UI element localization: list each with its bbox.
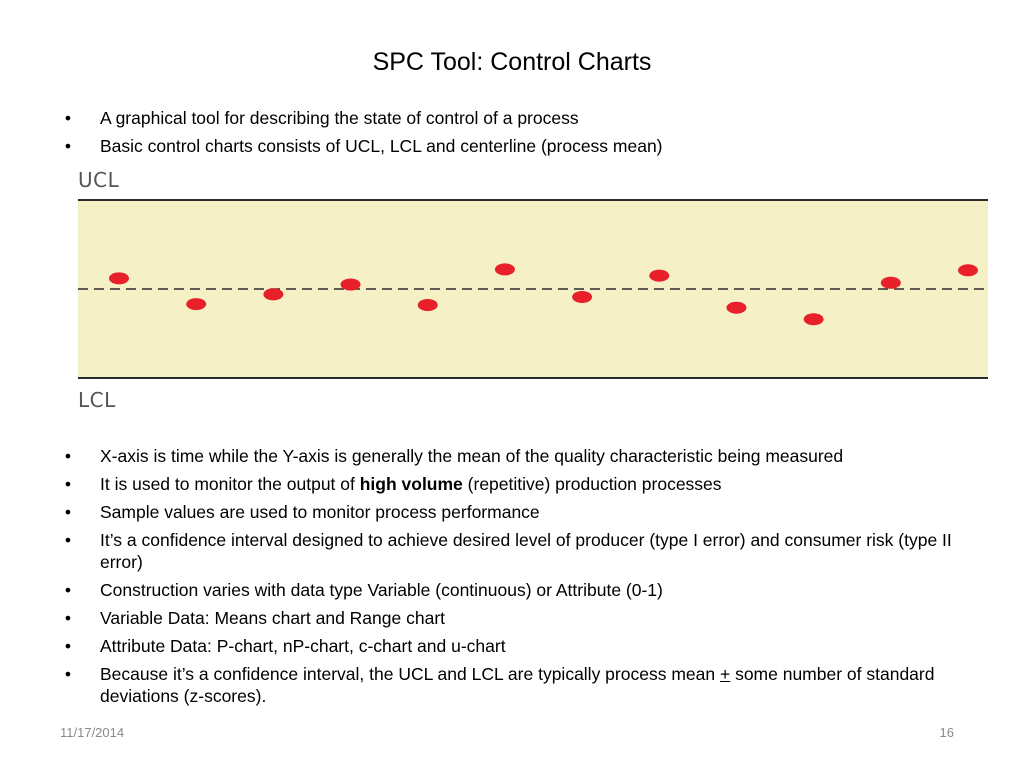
bullet-dot: • [64,636,72,656]
bullet-dot: • [64,108,72,128]
bullet-bold-text: high volume [359,474,463,494]
plus-minus-symbol: + [719,664,731,684]
bullet-dot: • [64,502,72,522]
bullet-dot: • [64,580,72,600]
bullet-dot: • [64,474,72,494]
data-point [880,276,901,289]
bullet-text-part: (repetitive) production processes [462,474,722,494]
bullet-item: • Basic control charts consists of UCL, … [58,135,968,157]
data-point [649,269,670,282]
bullet-item: • Sample values are used to monitor proc… [58,501,968,523]
data-point [726,301,747,314]
bullet-text: A graphical tool for describing the stat… [100,108,579,128]
page-number: 16 [939,725,954,740]
data-point [417,299,438,312]
bullet-text: X-axis is time while the Y-axis is gener… [100,446,844,466]
bullet-item: • Because it’s a confidence interval, th… [58,663,968,707]
data-point [263,288,284,301]
footer-date: 11/17/2014 [60,725,125,740]
data-point [109,272,129,285]
bullet-text-part: It is used to monitor the output of [100,474,360,494]
control-chart [78,199,988,379]
bullet-item: • X-axis is time while the Y-axis is gen… [58,445,968,467]
bullet-item: • Attribute Data: P-chart, nP-chart, c-c… [58,635,968,657]
bullet-dot: • [64,608,72,628]
slide-title: SPC Tool: Control Charts [372,48,652,76]
intro-bullet-list: • A graphical tool for describing the st… [58,107,968,163]
bullet-text: It is used to monitor the output of high… [100,474,722,494]
bullet-item: • Construction varies with data type Var… [58,579,968,601]
data-point [803,313,824,326]
bullet-text-part: Because it’s a confidence interval, the … [100,664,720,684]
data-point [494,263,515,276]
bullet-dot: • [64,136,72,156]
bullet-text: Attribute Data: P-chart, nP-chart, c-cha… [100,636,506,656]
bullet-text: Because it’s a confidence interval, the … [100,664,934,706]
bullet-item: • A graphical tool for describing the st… [58,107,968,129]
bullet-dot: • [64,530,72,550]
bullet-text: Construction varies with data type Varia… [100,580,663,600]
bullet-dot: • [64,664,72,684]
bullet-text: It’s a confidence interval designed to a… [100,530,952,572]
bullet-text: Variable Data: Means chart and Range cha… [100,608,446,628]
bullet-item: • It is used to monitor the output of hi… [58,473,968,495]
data-point [572,291,593,304]
bullet-text: Sample values are used to monitor proces… [100,502,540,522]
ucl-label: UCL [78,168,120,192]
data-point [186,298,207,311]
lcl-label: LCL [78,388,116,412]
bullet-item: • It’s a confidence interval designed to… [58,529,968,573]
data-point [958,264,978,277]
bullet-dot: • [64,446,72,466]
bullet-text: Basic control charts consists of UCL, LC… [100,136,663,156]
bullet-item: • Variable Data: Means chart and Range c… [58,607,968,629]
bullet-text-part: some number of standard deviations (z-sc… [100,664,935,706]
data-point [340,278,361,291]
detail-bullet-list: • X-axis is time while the Y-axis is gen… [58,445,968,713]
